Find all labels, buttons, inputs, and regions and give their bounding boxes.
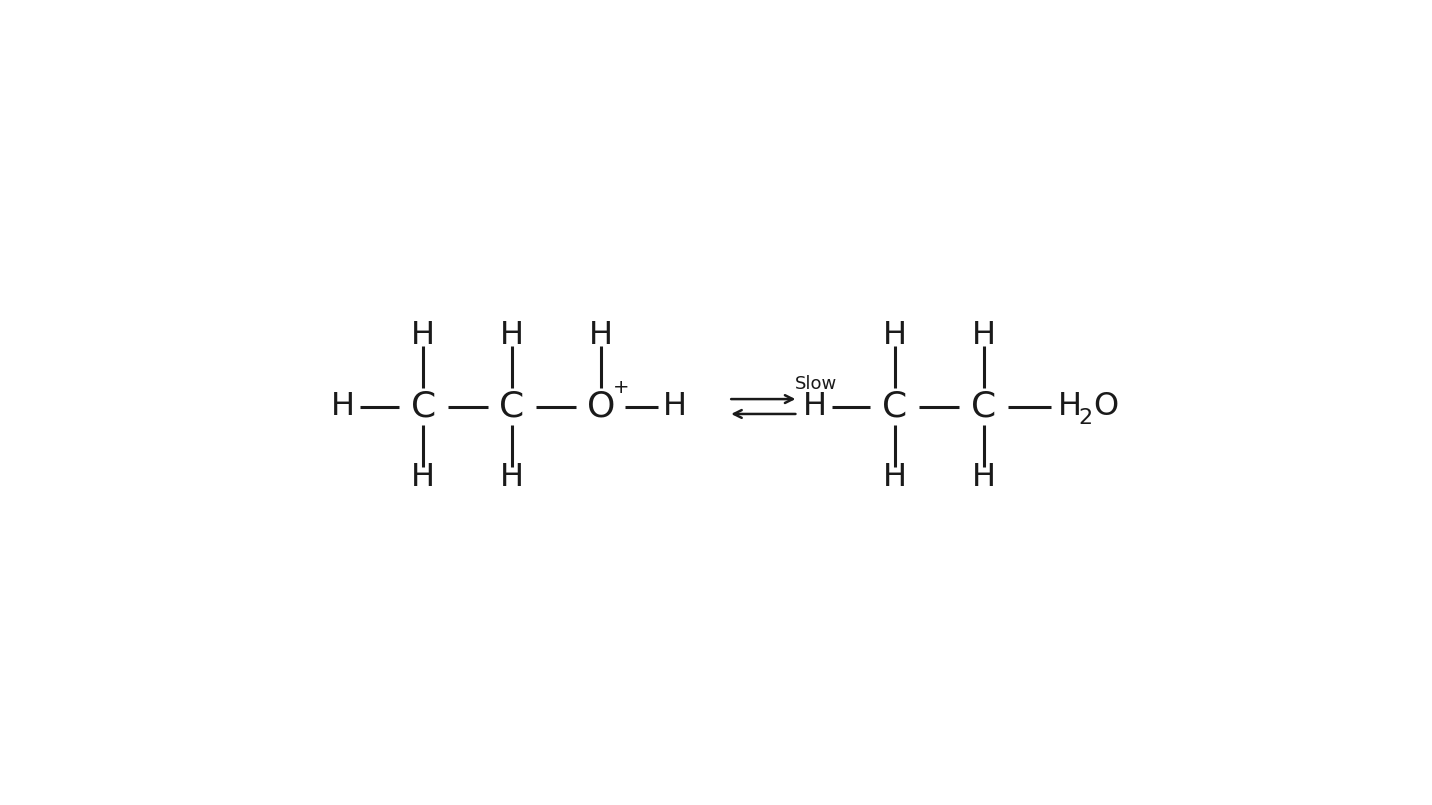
Text: 2: 2 — [1078, 407, 1093, 427]
Text: O: O — [1094, 391, 1118, 422]
Text: H: H — [331, 391, 355, 422]
Text: H: H — [589, 320, 613, 351]
Text: H: H — [663, 391, 687, 422]
Text: H: H — [971, 462, 995, 493]
Text: +: + — [613, 378, 629, 398]
Text: H: H — [882, 462, 906, 493]
Text: H: H — [411, 462, 435, 493]
Text: H: H — [803, 391, 826, 422]
Text: H: H — [500, 462, 524, 493]
Text: C: C — [500, 390, 524, 423]
Text: H: H — [411, 320, 435, 351]
Text: H: H — [500, 320, 524, 351]
Text: H: H — [1058, 391, 1083, 422]
Text: C: C — [411, 390, 435, 423]
Text: H: H — [971, 320, 995, 351]
Text: C: C — [882, 390, 908, 423]
Text: O: O — [587, 390, 614, 423]
Text: H: H — [882, 320, 906, 351]
Text: C: C — [971, 390, 997, 423]
Text: Slow: Slow — [795, 375, 838, 393]
